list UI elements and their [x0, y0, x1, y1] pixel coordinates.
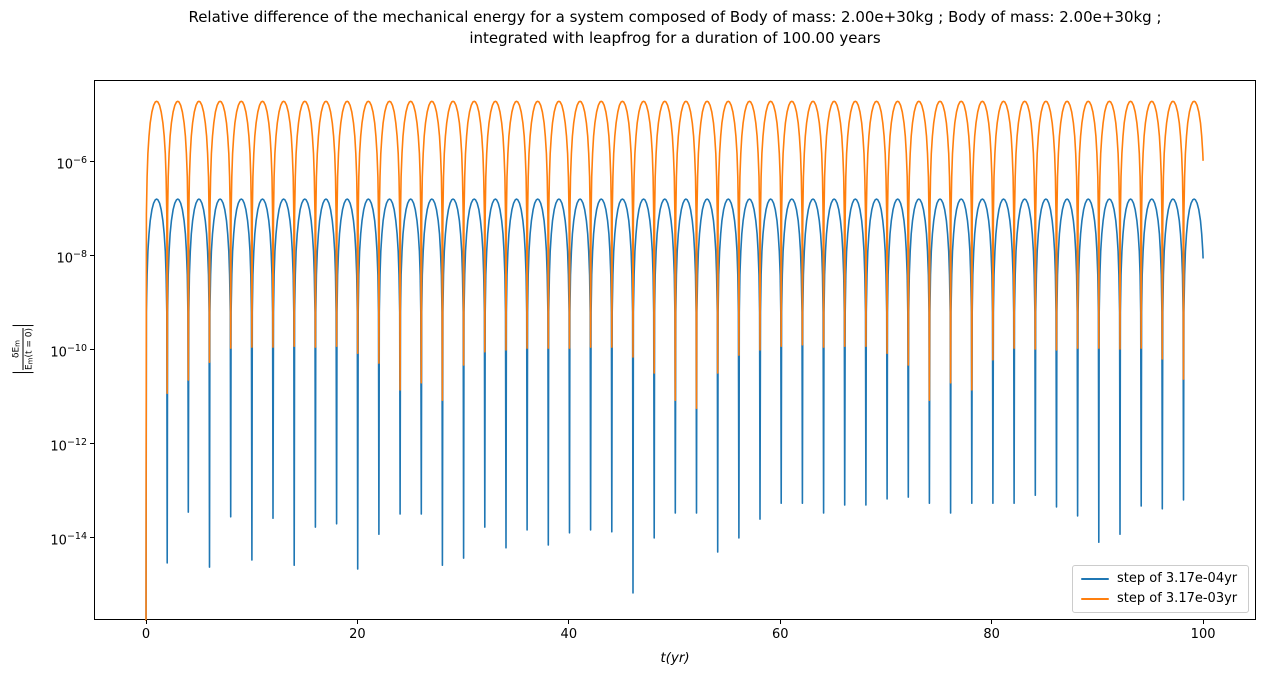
legend-line-sample-blue	[1081, 577, 1109, 580]
fraction-line	[22, 327, 24, 371]
x-tick-label: 0	[141, 627, 151, 642]
legend-item-step-3-17e-04yr: step of 3.17e-04yr	[1081, 570, 1240, 588]
chart-title-line2: integrated with leapfrog for a duration …	[469, 29, 881, 47]
x-tick-label: 40	[560, 627, 578, 642]
x-tick-mark	[1202, 620, 1204, 624]
y-tick-mark	[90, 442, 94, 444]
fraction-numerator: δEm	[11, 339, 22, 359]
x-tick-label: 80	[983, 627, 1000, 642]
x-tick-mark	[568, 620, 570, 624]
x-tick-mark	[356, 620, 358, 624]
absolute-value-bar-left	[12, 372, 34, 374]
x-tick-mark	[991, 620, 993, 624]
x-tick-mark	[145, 620, 147, 624]
x-axis-label: t(yr)	[660, 650, 690, 666]
y-tick-label: 10−12	[50, 437, 87, 455]
y-axis-label-fraction: δEm Em(t = 0)	[11, 327, 35, 371]
y-tick-label: 10−14	[50, 531, 87, 549]
legend-line-sample-orange	[1081, 598, 1109, 601]
series-lines-canvas	[145, 100, 1204, 621]
y-tick-label: 10−10	[50, 343, 87, 361]
legend-item-step-3-17e-03yr: step of 3.17e-03yr	[1081, 591, 1240, 609]
x-tick-label: 60	[771, 627, 789, 642]
legend-label: step of 3.17e-04yr	[1117, 570, 1238, 586]
chart-title-line1: Relative difference of the mechanical en…	[188, 8, 1162, 26]
x-tick-mark	[779, 620, 781, 624]
series-line-step-of-3-17e-03yr	[145, 100, 1204, 621]
y-tick-mark	[90, 254, 94, 256]
plot-area	[94, 80, 1256, 621]
chart-title: Relative difference of the mechanical en…	[94, 7, 1256, 49]
y-tick-mark	[90, 536, 94, 538]
x-tick-label: 100	[1190, 627, 1216, 642]
fraction-denominator: Em(t = 0)	[24, 327, 35, 371]
y-tick-mark	[90, 160, 94, 162]
y-tick-label: 10−6	[56, 155, 87, 173]
absolute-value-bar-right	[12, 324, 34, 326]
legend-label: step of 3.17e-03yr	[1117, 591, 1238, 607]
legend: step of 3.17e-04yr step of 3.17e-03yr	[1072, 565, 1249, 613]
x-tick-label: 20	[349, 627, 366, 642]
y-tick-label: 10−8	[56, 249, 87, 267]
y-tick-mark	[90, 348, 94, 350]
